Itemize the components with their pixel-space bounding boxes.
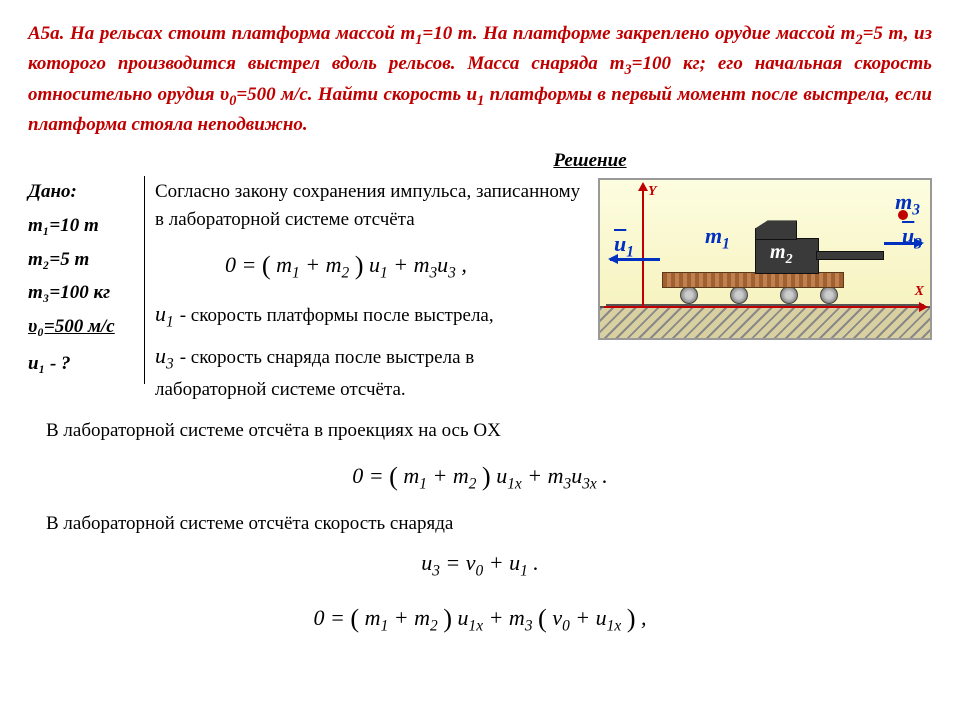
solution-heading: Решение [248,147,932,175]
wheel-icon [820,286,838,304]
given-m3: m₃=100 кг [28,279,140,307]
wheel-icon [730,286,748,304]
diagram-ground [600,306,930,338]
label-u3: u3 [902,220,922,256]
diagram: Y X m3 m1 m2 u1 u3 [598,178,932,340]
equation-4: 0 = ( m1 + m2 ) u1x + m3 ( v0 + u1x ) , [28,597,932,638]
platform-shape [662,272,844,288]
label-m1: m1 [705,220,730,256]
problem-text: На рельсах стоит платформа массой m1=10 … [28,23,932,135]
given-block: Дано: m₁=10 т m₂=5 т m₃=100 кг υ₀=500 м/… [28,176,145,383]
equation-3: u3 = v0 + u1 . [28,547,932,583]
given-v0: υ₀=500 м/с [28,313,140,341]
intro-text: Согласно закону сохранения импульса, зап… [155,178,582,233]
label-m3: m3 [895,186,920,222]
given-m2: m₂=5 т [28,246,140,274]
given-find: u₁ - ? [28,350,140,378]
text-projection: В лабораторной системе отсчёта в проекци… [46,417,932,445]
label-u1: u1 [614,228,634,264]
wheel-icon [680,286,698,304]
label-m2: m2 [770,238,793,270]
cannon-top [755,220,797,240]
label-y: Y [648,182,657,202]
cannon-barrel [816,251,884,260]
axis-y [642,184,644,308]
desc-u1: u1- скорость платформы после выстрела, [155,298,582,334]
label-x: X [915,282,924,302]
axis-x [604,306,926,308]
wheel-icon [780,286,798,304]
desc-u3: u3- скорость снаряда после выстрела в ла… [155,340,582,403]
given-title: Дано: [28,178,140,206]
solution-mid: Согласно закону сохранения импульса, зап… [155,176,582,409]
text-u3: В лабораторной системе отсчёта скорость … [46,510,932,538]
equation-2: 0 = ( m1 + m2 ) u1x + m3u3x . [28,455,932,496]
problem-label: А5а. [28,23,64,44]
equation-1: 0 = ( m1 + m2 ) u1 + m3u3 , [225,244,582,285]
problem-statement: А5а. На рельсах стоит платформа массой m… [28,20,932,139]
given-m1: m₁=10 т [28,212,140,240]
